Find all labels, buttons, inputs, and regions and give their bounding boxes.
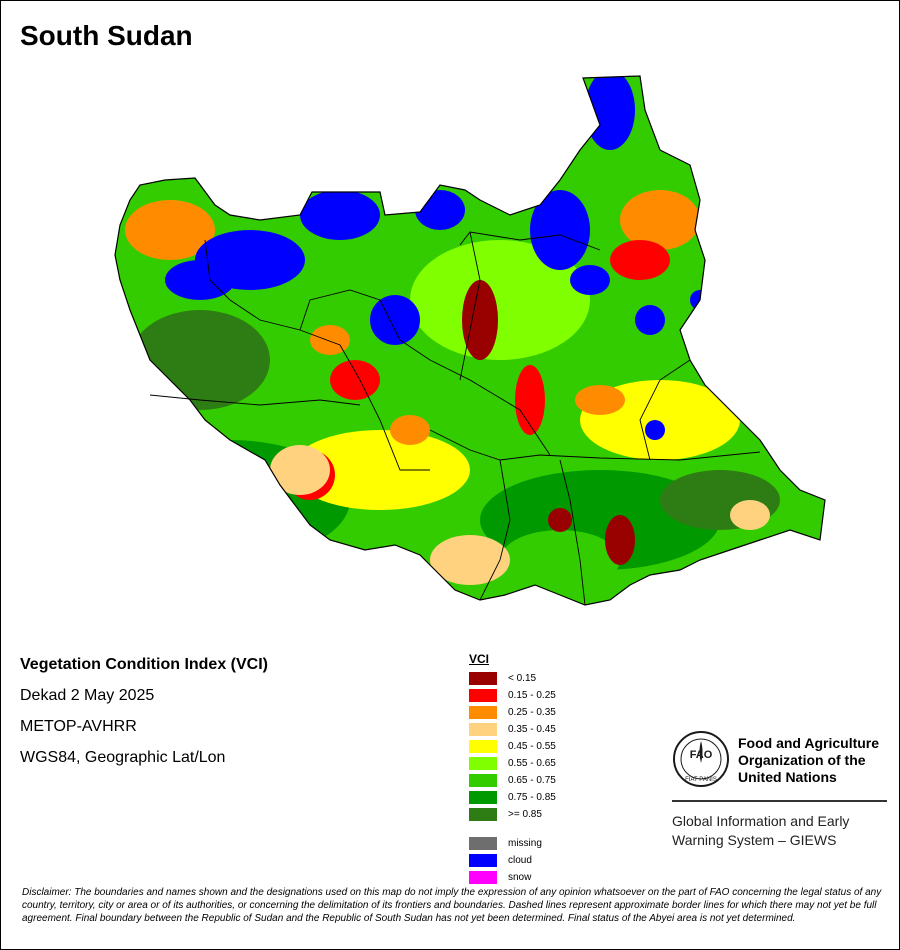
map-patch <box>645 420 665 440</box>
map-patch <box>620 190 700 250</box>
legend-swatch <box>469 689 497 702</box>
org-name-line1: Food and Agriculture <box>738 735 880 751</box>
legend-label: < 0.15 <box>508 673 537 684</box>
vci-map <box>114 75 826 606</box>
legend-item: < 0.15 <box>469 670 556 687</box>
map-patch <box>165 260 235 300</box>
map-patch <box>430 535 510 585</box>
legend-title: VCI <box>469 652 490 666</box>
legend-swatch <box>469 791 497 804</box>
legend-item-other: missing <box>469 835 556 852</box>
legend-swatch <box>469 757 497 770</box>
legend-swatch <box>469 672 497 685</box>
map-patch <box>125 200 215 260</box>
giews-name: Global Information and Early Warning Sys… <box>672 812 888 850</box>
map-patch <box>515 365 545 435</box>
legend-label: snow <box>508 872 532 883</box>
legend-label: 0.15 - 0.25 <box>508 690 556 701</box>
map-patch <box>390 415 430 445</box>
map-patch <box>500 530 620 590</box>
legend-item: 0.45 - 0.55 <box>469 738 556 755</box>
legend-label: >= 0.85 <box>508 809 542 820</box>
legend-item: 0.25 - 0.35 <box>469 704 556 721</box>
legend-item: 0.65 - 0.75 <box>469 772 556 789</box>
map-patch <box>530 190 590 270</box>
legend-classes: < 0.15 0.15 - 0.25 0.25 - 0.35 0.35 - 0.… <box>469 670 556 823</box>
map-patch <box>290 430 470 510</box>
legend-swatch <box>469 740 497 753</box>
map-patch <box>410 240 590 360</box>
legend-label: 0.45 - 0.55 <box>508 741 556 752</box>
giews-line1: Global Information and Early <box>672 813 850 829</box>
map-patch <box>300 190 380 240</box>
map-patch <box>605 515 635 565</box>
legend-item: 0.35 - 0.45 <box>469 721 556 738</box>
projection: WGS84, Geographic Lat/Lon <box>20 749 226 766</box>
map-patch <box>548 508 572 532</box>
map-patch <box>415 190 465 230</box>
organization-name: Food and Agriculture Organization of the… <box>738 735 898 786</box>
map-patch <box>270 445 330 495</box>
org-name-line2: Organization of the <box>738 752 866 768</box>
legend: VCI < 0.15 0.15 - 0.25 0.25 - 0.35 0.35 … <box>469 652 556 886</box>
map-patch <box>310 325 350 355</box>
legend-item: 0.15 - 0.25 <box>469 687 556 704</box>
divider <box>672 800 887 802</box>
legend-swatch <box>469 723 497 736</box>
legend-swatch <box>469 808 497 821</box>
org-name-line3: United Nations <box>738 769 837 785</box>
legend-item: 0.75 - 0.85 <box>469 789 556 806</box>
map-patch <box>330 360 380 400</box>
legend-item: >= 0.85 <box>469 806 556 823</box>
map-patch <box>570 265 610 295</box>
legend-swatch <box>469 871 497 884</box>
legend-other: missing cloud snow <box>469 835 556 886</box>
map-patch <box>635 305 665 335</box>
legend-label: cloud <box>508 855 532 866</box>
giews-line2: Warning System – GIEWS <box>672 832 837 848</box>
legend-label: 0.55 - 0.65 <box>508 758 556 769</box>
legend-swatch <box>469 774 497 787</box>
legend-swatch <box>469 854 497 867</box>
fao-logo-text: FAO <box>690 749 713 761</box>
disclaimer: Disclaimer: The boundaries and names sho… <box>22 887 882 924</box>
legend-item: 0.55 - 0.65 <box>469 755 556 772</box>
index-name: Vegetation Condition Index (VCI) <box>20 656 268 673</box>
legend-label: 0.25 - 0.35 <box>508 707 556 718</box>
map-patch <box>730 500 770 530</box>
map-patch <box>610 240 670 280</box>
legend-label: 0.35 - 0.45 <box>508 724 556 735</box>
sensor: METOP-AVHRR <box>20 718 137 735</box>
map-title: South Sudan <box>20 20 193 51</box>
legend-item-other: snow <box>469 869 556 886</box>
map-patch <box>585 76 635 150</box>
fao-logo-ring-text: FIAT PANIS <box>685 777 717 783</box>
legend-label: 0.65 - 0.75 <box>508 775 556 786</box>
legend-label: 0.75 - 0.85 <box>508 792 556 803</box>
map-patch <box>575 385 625 415</box>
legend-swatch <box>469 837 497 850</box>
fao-logo-icon: FAO FIAT PANIS <box>673 731 729 787</box>
legend-swatch <box>469 706 497 719</box>
map-patch <box>370 295 420 345</box>
map-patch <box>462 280 498 360</box>
period: Dekad 2 May 2025 <box>20 687 155 704</box>
map-info: Vegetation Condition Index (VCI) Dekad 2… <box>20 655 268 779</box>
legend-item-other: cloud <box>469 852 556 869</box>
legend-label: missing <box>508 838 542 849</box>
